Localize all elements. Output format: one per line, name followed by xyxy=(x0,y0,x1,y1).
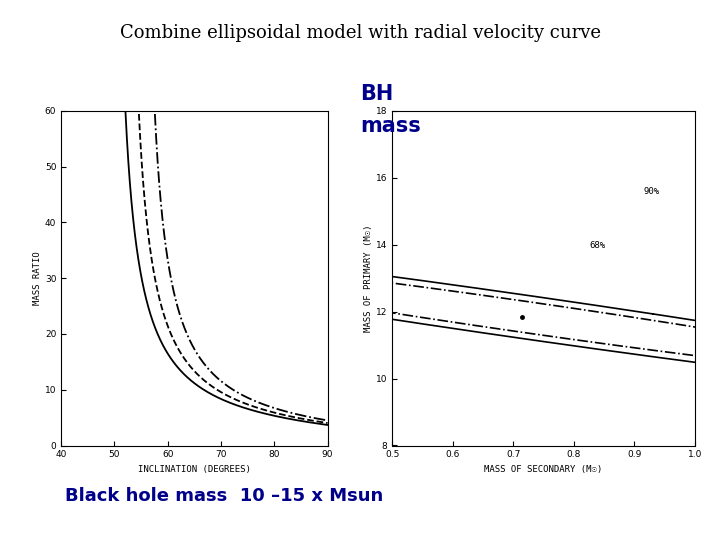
X-axis label: MASS OF SECONDARY (M☉): MASS OF SECONDARY (M☉) xyxy=(485,465,603,474)
Text: Black hole mass  10 –15 x Msun: Black hole mass 10 –15 x Msun xyxy=(65,487,383,505)
Text: Combine ellipsoidal model with radial velocity curve: Combine ellipsoidal model with radial ve… xyxy=(120,24,600,42)
Y-axis label: MASS OF PRIMARY (M☉): MASS OF PRIMARY (M☉) xyxy=(364,224,373,332)
X-axis label: INCLINATION (DEGREES): INCLINATION (DEGREES) xyxy=(138,465,251,474)
Text: mass: mass xyxy=(360,116,420,136)
Text: BH: BH xyxy=(360,84,393,104)
Text: 68%: 68% xyxy=(589,241,605,250)
Text: 90%: 90% xyxy=(644,187,660,197)
Y-axis label: MASS RATIO: MASS RATIO xyxy=(33,251,42,305)
